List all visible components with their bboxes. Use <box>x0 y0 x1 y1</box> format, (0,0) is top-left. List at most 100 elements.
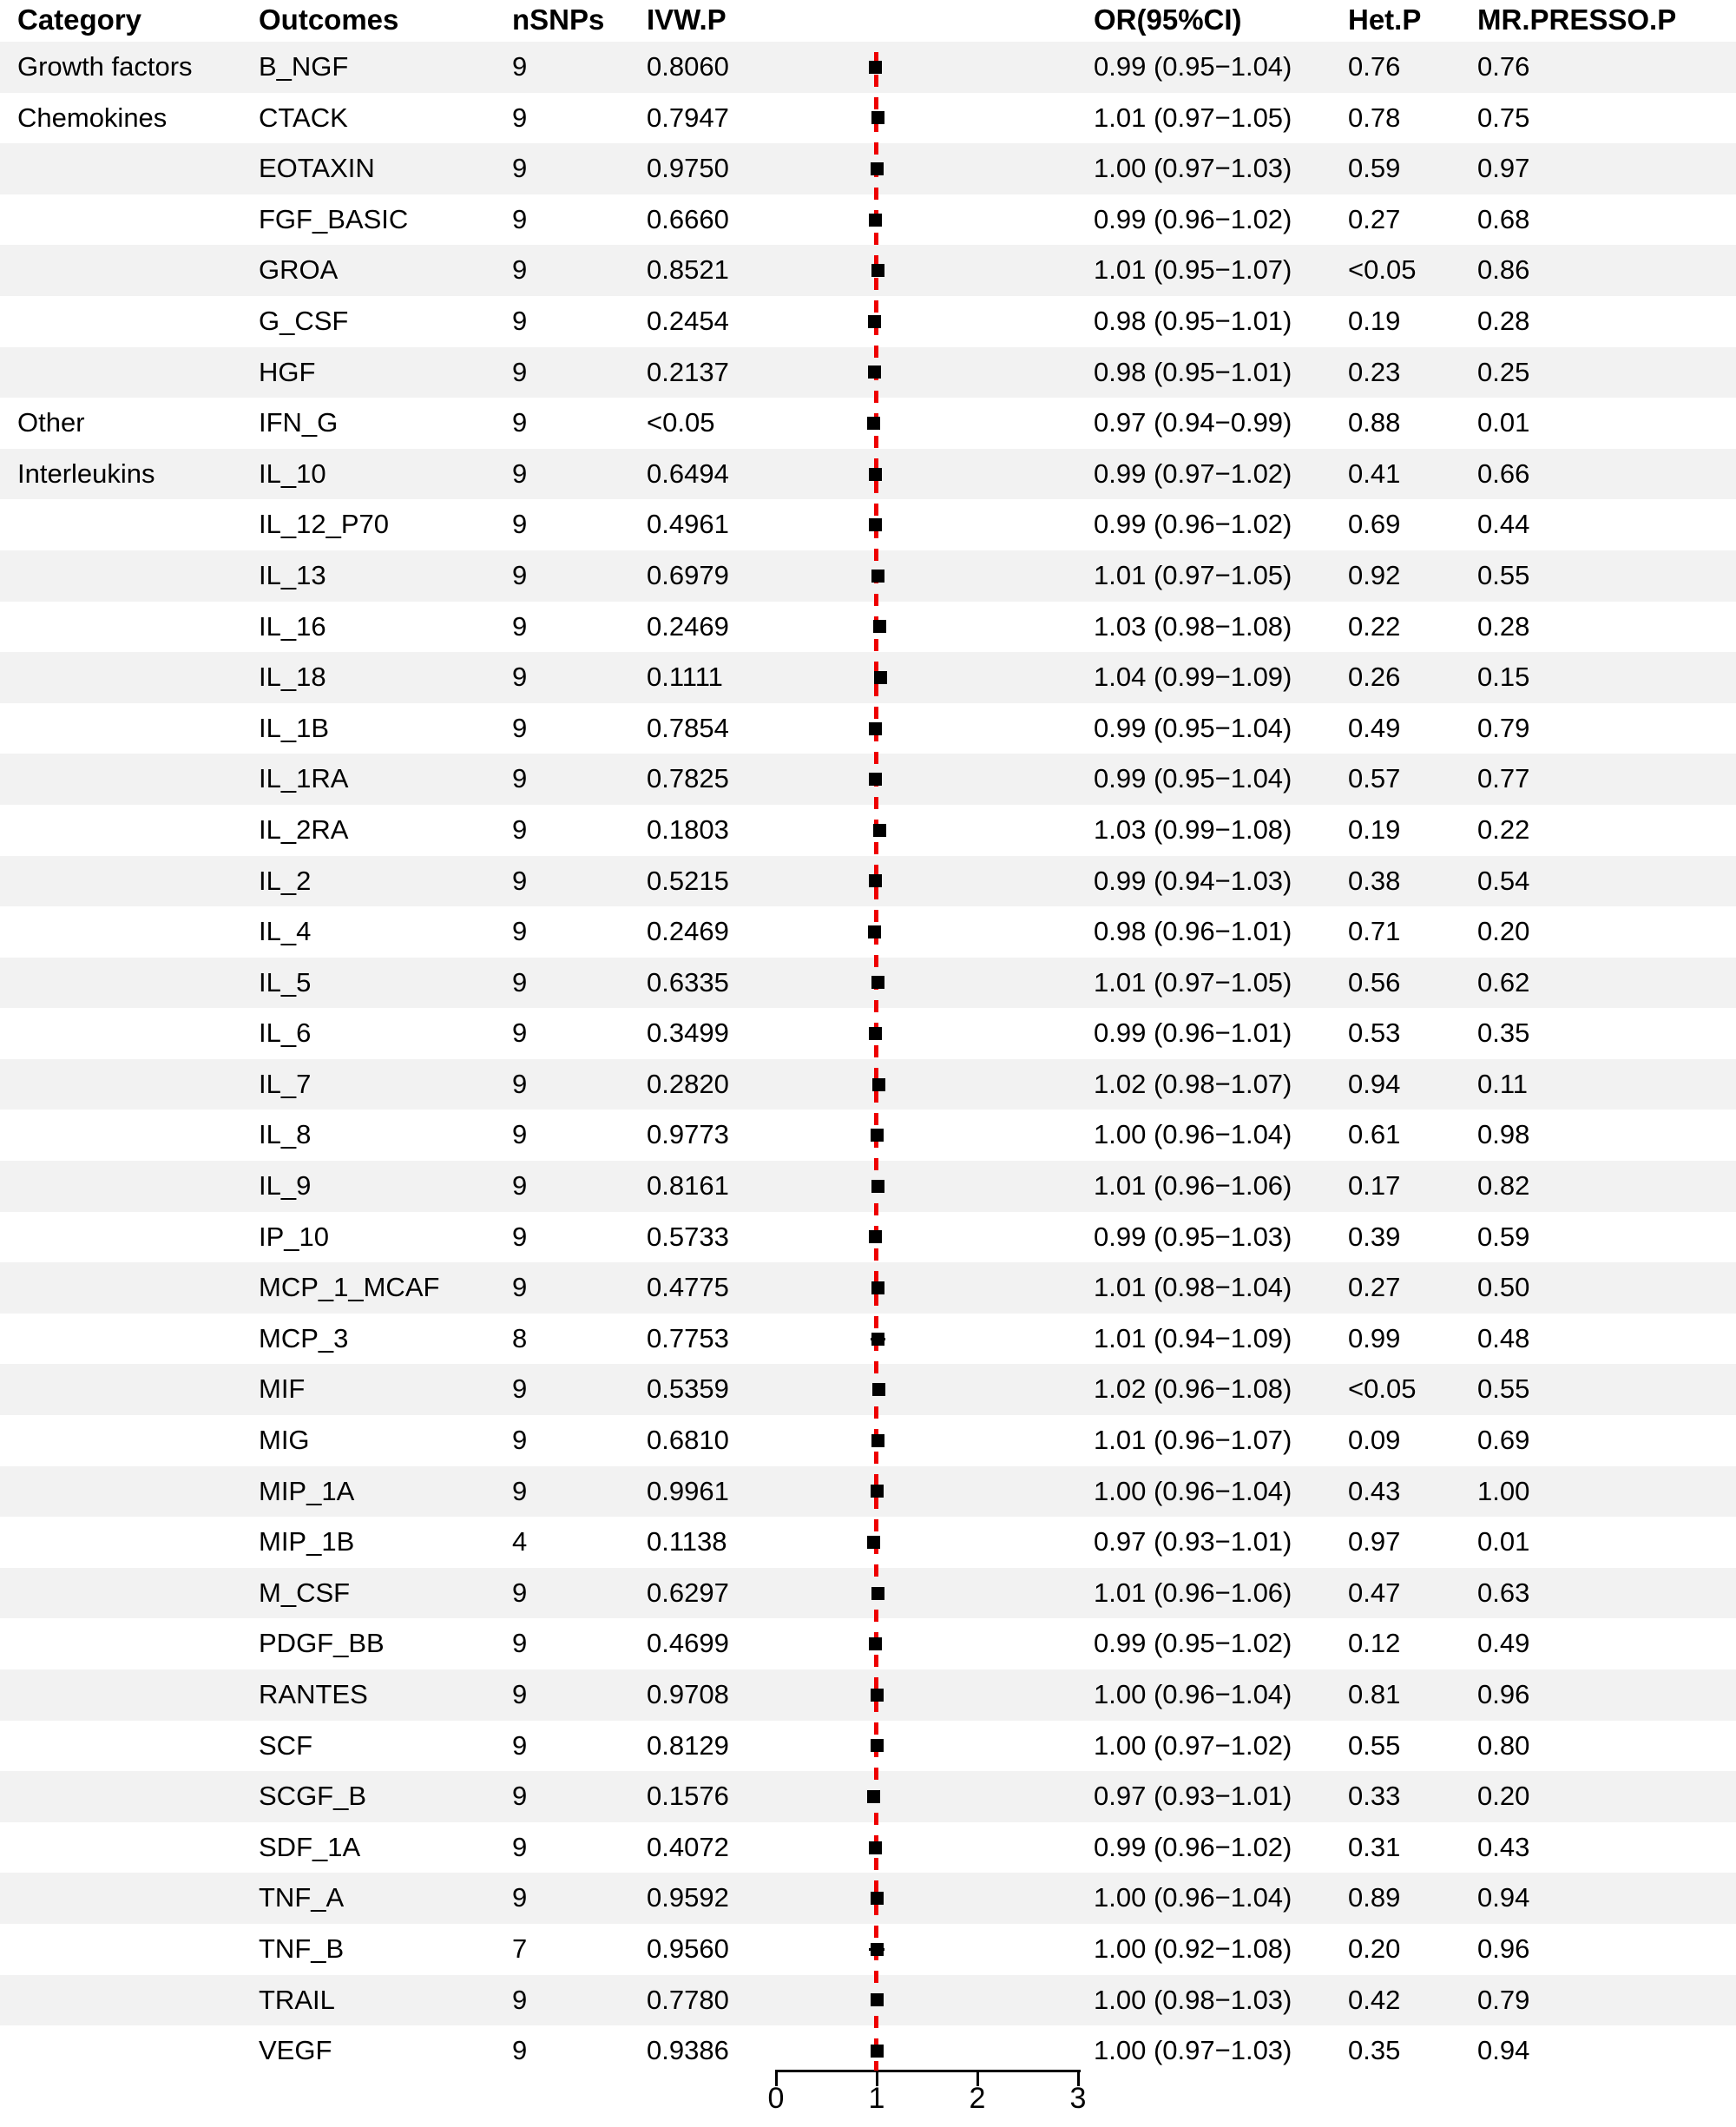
row-or-ci: 1.01 (0.97−1.05) <box>1094 559 1292 590</box>
table-row: MIF 9 0.5359 1.02 (0.96−1.08) <0.05 0.55 <box>0 1364 1736 1416</box>
row-mr-presso-p: 0.43 <box>1477 1831 1530 1862</box>
row-or-ci: 1.01 (0.98−1.04) <box>1094 1272 1292 1303</box>
row-nsnps: 9 <box>512 102 528 133</box>
row-or-ci: 1.02 (0.96−1.08) <box>1094 1373 1292 1405</box>
row-ivw-p: 0.4699 <box>647 1628 729 1659</box>
row-ivw-p: 0.8161 <box>647 1170 729 1202</box>
row-outcome: MCP_3 <box>259 1322 349 1353</box>
x-axis-tick-3 <box>1076 2070 1080 2086</box>
row-ivw-p: 0.4072 <box>647 1831 729 1862</box>
or-point-marker <box>870 1688 884 1702</box>
row-or-ci: 0.98 (0.95−1.01) <box>1094 356 1292 387</box>
row-het-p: 0.31 <box>1348 1831 1401 1862</box>
row-or-ci: 1.01 (0.94−1.09) <box>1094 1322 1292 1353</box>
row-or-ci: 1.00 (0.96−1.04) <box>1094 1679 1292 1709</box>
row-mr-presso-p: 0.94 <box>1477 2035 1530 2066</box>
or-point-marker <box>868 925 882 938</box>
row-mr-presso-p: 0.01 <box>1477 1526 1530 1557</box>
row-het-p: 0.47 <box>1348 1577 1401 1608</box>
row-nsnps: 9 <box>512 1068 528 1099</box>
row-outcome: EOTAXIN <box>259 153 375 184</box>
row-mr-presso-p: 0.68 <box>1477 203 1530 234</box>
or-point-marker <box>872 823 886 837</box>
row-mr-presso-p: 0.50 <box>1477 1272 1530 1303</box>
row-mr-presso-p: 0.15 <box>1477 662 1530 693</box>
row-mr-presso-p: 0.01 <box>1477 407 1530 438</box>
row-ivw-p: 0.6494 <box>647 458 729 489</box>
row-het-p: 0.22 <box>1348 610 1401 642</box>
row-outcome: FGF_BASIC <box>259 203 409 234</box>
row-outcome: SCF <box>259 1729 312 1761</box>
row-ivw-p: 0.4961 <box>647 509 729 540</box>
or-point-marker <box>869 60 883 74</box>
row-nsnps: 9 <box>512 966 528 998</box>
row-outcome: IL_9 <box>259 1170 312 1202</box>
row-or-ci: 1.01 (0.96−1.06) <box>1094 1170 1292 1202</box>
row-mr-presso-p: 0.20 <box>1477 1781 1530 1812</box>
row-or-ci: 1.00 (0.92−1.08) <box>1094 1933 1292 1964</box>
or-point-marker <box>870 161 884 175</box>
row-nsnps: 9 <box>512 1882 528 1913</box>
col-header-category: Category <box>17 3 142 36</box>
row-or-ci: 0.99 (0.95−1.04) <box>1094 763 1292 794</box>
row-het-p: 0.49 <box>1348 712 1401 743</box>
row-outcome: CTACK <box>259 102 348 133</box>
row-ivw-p: 0.3499 <box>647 1017 729 1049</box>
table-row: Chemokines CTACK 9 0.7947 1.01 (0.97−1.0… <box>0 93 1736 144</box>
row-nsnps: 9 <box>512 1170 528 1202</box>
row-mr-presso-p: 0.28 <box>1477 610 1530 642</box>
row-outcome: IL_8 <box>259 1119 312 1150</box>
row-het-p: 0.88 <box>1348 407 1401 438</box>
row-outcome: MIG <box>259 1425 310 1456</box>
row-het-p: 0.33 <box>1348 1781 1401 1812</box>
row-ivw-p: 0.2137 <box>647 356 729 387</box>
row-nsnps: 9 <box>512 1984 528 2015</box>
row-outcome: MIP_1B <box>259 1526 355 1557</box>
row-outcome: TRAIL <box>259 1984 335 2015</box>
row-ivw-p: 0.8129 <box>647 1729 729 1761</box>
row-mr-presso-p: 0.55 <box>1477 1373 1530 1405</box>
row-or-ci: 1.04 (0.99−1.09) <box>1094 662 1292 693</box>
row-het-p: 0.99 <box>1348 1322 1401 1353</box>
col-header-ivw-p: IVW.P <box>647 3 727 36</box>
row-or-ci: 1.03 (0.99−1.08) <box>1094 813 1292 845</box>
row-mr-presso-p: 0.69 <box>1477 1425 1530 1456</box>
table-row: IL_8 9 0.9773 1.00 (0.96−1.04) 0.61 0.98 <box>0 1110 1736 1161</box>
row-outcome: M_CSF <box>259 1577 351 1608</box>
or-point-marker <box>874 670 888 684</box>
or-point-marker <box>871 111 884 125</box>
or-point-marker <box>867 416 881 430</box>
table-row: IL_2 9 0.5215 0.99 (0.94−1.03) 0.38 0.54 <box>0 855 1736 907</box>
table-row: IL_9 9 0.8161 1.01 (0.96−1.06) 0.17 0.82 <box>0 1161 1736 1212</box>
row-ivw-p: 0.8521 <box>647 254 729 286</box>
row-outcome: MCP_1_MCAF <box>259 1272 440 1303</box>
row-het-p: 0.53 <box>1348 1017 1401 1049</box>
or-point-marker <box>871 1433 884 1447</box>
table-row: IL_13 9 0.6979 1.01 (0.97−1.05) 0.92 0.5… <box>0 550 1736 602</box>
row-outcome: IL_1RA <box>259 763 349 794</box>
or-point-marker <box>869 874 883 888</box>
or-point-marker <box>871 1179 884 1193</box>
table-row: SCF 9 0.8129 1.00 (0.97−1.02) 0.55 0.80 <box>0 1721 1736 1772</box>
table-row: SCGF_B 9 0.1576 0.97 (0.93−1.01) 0.33 0.… <box>0 1771 1736 1822</box>
row-ivw-p: 0.9386 <box>647 2035 729 2066</box>
row-or-ci: 0.99 (0.97−1.02) <box>1094 458 1292 489</box>
row-ivw-p: 0.7780 <box>647 1984 729 2015</box>
or-point-marker <box>871 1383 885 1397</box>
row-nsnps: 4 <box>512 1526 528 1557</box>
table-row: MIP_1B 4 0.1138 0.97 (0.93−1.01) 0.97 0.… <box>0 1517 1736 1568</box>
row-outcome: RANTES <box>259 1679 368 1709</box>
row-ivw-p: 0.5359 <box>647 1373 729 1405</box>
row-ivw-p: 0.5215 <box>647 865 729 896</box>
table-row: IL_1B 9 0.7854 0.99 (0.95−1.04) 0.49 0.7… <box>0 703 1736 754</box>
x-axis-label-1: 1 <box>868 2082 885 2115</box>
row-nsnps: 8 <box>512 1322 528 1353</box>
row-mr-presso-p: 0.28 <box>1477 305 1530 336</box>
row-outcome: SDF_1A <box>259 1831 361 1862</box>
row-nsnps: 9 <box>512 559 528 590</box>
row-het-p: 0.20 <box>1348 1933 1401 1964</box>
row-het-p: 0.39 <box>1348 1221 1401 1252</box>
row-het-p: 0.76 <box>1348 51 1401 82</box>
row-mr-presso-p: 0.48 <box>1477 1322 1530 1353</box>
row-mr-presso-p: 0.96 <box>1477 1933 1530 1964</box>
